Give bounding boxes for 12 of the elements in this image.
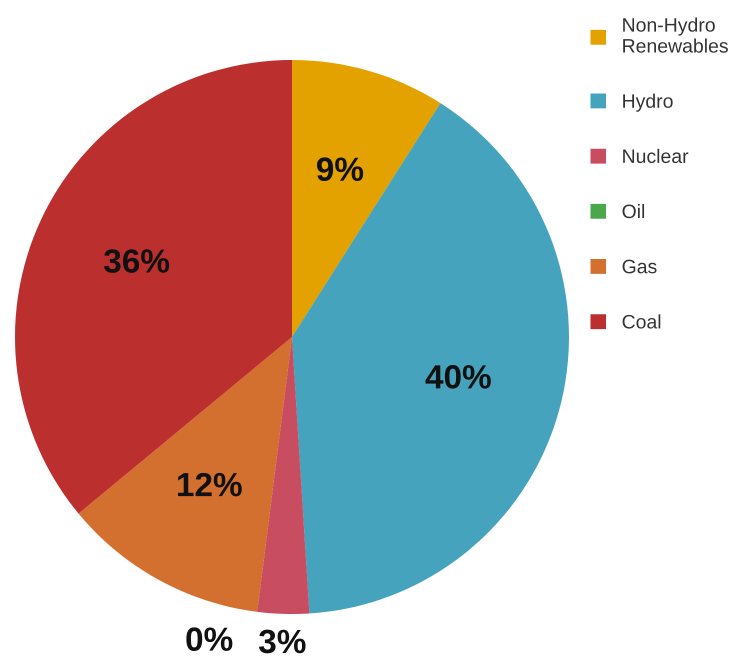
legend-label: Nuclear <box>623 148 688 164</box>
legend-label: Non-Hydro Renewables <box>623 18 728 53</box>
data-label: 12% <box>178 472 242 496</box>
legend-label: Oil <box>622 204 644 218</box>
data-label: 40% <box>425 365 491 389</box>
data-label: 36% <box>104 249 170 273</box>
text: 0% <box>186 627 232 651</box>
data-label: 3% <box>259 630 306 654</box>
legend-label: Gas <box>622 260 657 274</box>
legend-label: Coal <box>622 314 660 329</box>
data-label: 9% <box>316 157 364 182</box>
legend-label: Hydro <box>623 94 673 112</box>
